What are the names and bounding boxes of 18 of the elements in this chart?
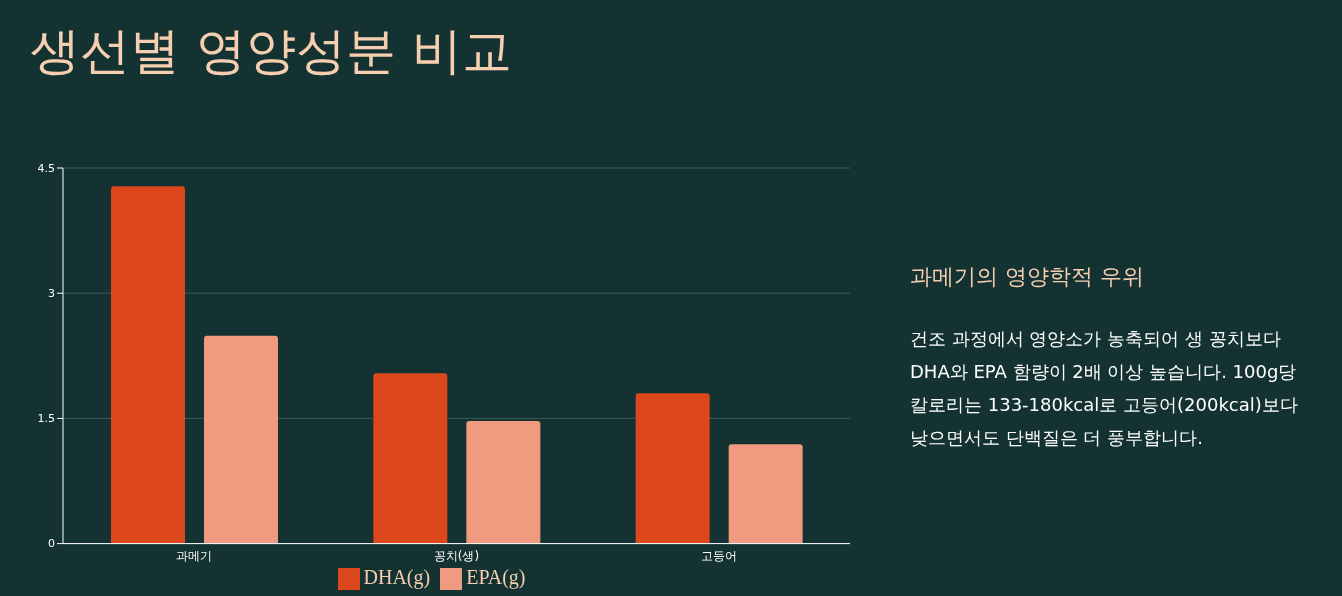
y-tick-label: 4.5 bbox=[37, 161, 55, 175]
y-tick-label: 0 bbox=[48, 537, 55, 551]
bar bbox=[111, 186, 185, 544]
chart-title: 생선별 영양성분 비교 bbox=[30, 21, 512, 82]
x-tick-label: 꽁치(생) bbox=[433, 549, 480, 564]
bar bbox=[373, 373, 448, 544]
y-tick-label: 3 bbox=[48, 287, 55, 301]
legend-label: EPA(g) bbox=[466, 565, 526, 588]
legend-label: DHA(g) bbox=[363, 565, 431, 588]
text: 과메기의 영양학적 우위 bbox=[910, 263, 1145, 291]
y-tick-label: 1.5 bbox=[37, 412, 55, 426]
x-tick-label: 과메기 bbox=[176, 549, 213, 564]
bar bbox=[728, 444, 803, 544]
bar bbox=[466, 420, 541, 544]
bar bbox=[635, 393, 710, 544]
x-tick-label: 고등어 bbox=[700, 549, 737, 564]
bar bbox=[204, 335, 278, 544]
text: 건조 과정에서 영양소가 농축되어 생 꽁치보다 DHA와 EPA 함량이 2배 이상 높습니다. 100g당 칼로리는 133-180kcal로 고등어(200kcal)보다 낮으면서도 단백질은 더 풍부합니다. bbox=[910, 327, 1299, 450]
